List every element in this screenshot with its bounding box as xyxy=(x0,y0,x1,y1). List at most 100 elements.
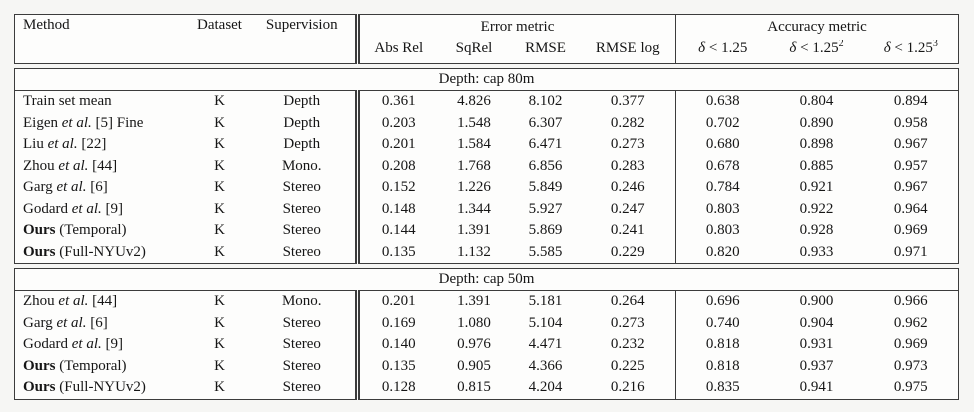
error-value: 5.927 xyxy=(528,200,563,217)
error-value: 0.225 xyxy=(610,357,645,374)
accuracy-value: 0.638 xyxy=(675,90,770,113)
accuracy-value: 0.941 xyxy=(799,379,834,396)
group-header-accuracy-metric: Accuracy metric xyxy=(675,14,959,40)
error-value: 0.283 xyxy=(610,157,645,174)
accuracy-value: 0.784 xyxy=(675,177,770,199)
dataset-cell: K xyxy=(214,179,225,196)
error-value: 6.471 xyxy=(528,136,563,153)
method-text: Ours xyxy=(23,379,56,396)
accuracy-value: 0.933 xyxy=(799,243,834,260)
method-text: Ours xyxy=(23,357,56,374)
supervision-cell: Mono. xyxy=(281,157,322,174)
error-value: 0.135 xyxy=(355,355,438,377)
error-value: 4.366 xyxy=(528,357,563,374)
error-value: 0.201 xyxy=(355,290,438,313)
method-text: et al. xyxy=(71,200,102,217)
error-value: 4.826 xyxy=(457,93,491,110)
error-value: 1.391 xyxy=(457,222,491,239)
error-value: 0.241 xyxy=(610,222,645,239)
method-text: [44] xyxy=(88,293,118,310)
method-cell: Zhou et al. [44] xyxy=(15,156,191,178)
accuracy-value: 0.890 xyxy=(799,114,834,131)
method-text: (Temporal) xyxy=(55,357,127,374)
section-band: Depth: cap 50m xyxy=(14,268,959,291)
column-header-rmse: RMSE xyxy=(525,40,566,56)
dataset-cell: K xyxy=(214,222,225,239)
supervision-cell: Depth xyxy=(283,114,321,131)
accuracy-value: 0.680 xyxy=(675,134,770,156)
supervision-cell: Stereo xyxy=(282,357,321,374)
table-section-2: Depth: cap 50m Zhou et al. [44] K Mono. 0.20… xyxy=(14,268,960,400)
method-text: [22] xyxy=(77,136,107,153)
error-value: 0.144 xyxy=(355,220,438,242)
error-value: 5.104 xyxy=(528,314,563,331)
method-cell: Garg et al. [6] xyxy=(15,313,191,335)
method-text: Godard xyxy=(23,336,72,353)
delta-symbol: δ xyxy=(698,40,706,56)
accuracy-value: 0.973 xyxy=(893,357,928,374)
section-title: Depth: cap 80m xyxy=(14,68,959,91)
accuracy-value: 0.900 xyxy=(799,293,834,310)
method-text: Eigen xyxy=(23,114,62,131)
method-cell: Ours (Temporal) xyxy=(15,356,191,378)
error-value: 4.204 xyxy=(528,379,563,396)
supervision-cell: Stereo xyxy=(282,336,321,353)
method-text: et al. xyxy=(58,293,89,310)
method-text: Train set mean xyxy=(23,93,112,110)
accuracy-value: 0.922 xyxy=(799,200,834,217)
dataset-cell: K xyxy=(214,136,225,153)
table-row: Garg et al. [6] K Stereo 0.169 1.080 5.104 0.2… xyxy=(15,312,959,335)
accuracy-value: 0.885 xyxy=(799,157,834,174)
error-value: 0.273 xyxy=(610,314,645,331)
table-row: Zhou et al. [44] K Mono. 0.208 1.768 6.856 0.2… xyxy=(15,155,959,178)
column-header-delta-threshold-1: δ < 1.25 xyxy=(675,40,770,64)
accuracy-value: 0.966 xyxy=(893,293,928,310)
error-value: 0.229 xyxy=(610,243,645,260)
table-row: Ours (Temporal) K Stereo 0.135 0.905 4.366 0.2… xyxy=(15,355,959,378)
accuracy-value: 0.898 xyxy=(799,136,834,153)
error-value: 5.585 xyxy=(528,243,563,260)
error-value: 0.264 xyxy=(610,293,645,310)
accuracy-value: 0.975 xyxy=(893,379,928,396)
delta-symbol: δ xyxy=(883,40,891,56)
method-text: [6] xyxy=(86,179,108,196)
column-header-delta-threshold-3: δ < 1.253 xyxy=(883,40,938,56)
accuracy-value: 0.740 xyxy=(675,312,770,334)
error-value: 1.226 xyxy=(457,179,491,196)
method-text: [5] Fine xyxy=(91,114,144,131)
method-text: (Full-NYUv2) xyxy=(55,243,146,260)
dataset-cell: K xyxy=(214,200,225,217)
table-row: Liu et al. [22] K Depth 0.201 1.584 6.471 0.27… xyxy=(15,134,959,156)
error-value: 0.361 xyxy=(355,90,438,113)
error-value: 0.216 xyxy=(610,379,645,396)
method-text: Liu xyxy=(23,136,48,153)
method-cell: Ours (Full-NYUv2) xyxy=(15,242,191,264)
error-value: 0.140 xyxy=(355,334,438,356)
accuracy-value: 0.803 xyxy=(675,220,770,242)
error-value: 0.282 xyxy=(610,114,645,131)
error-value: 0.377 xyxy=(610,93,645,110)
dataset-cell: K xyxy=(214,357,225,374)
accuracy-value: 0.818 xyxy=(675,334,770,356)
error-value: 0.815 xyxy=(457,379,491,396)
error-value: 0.201 xyxy=(355,134,438,156)
accuracy-value: 0.957 xyxy=(893,157,928,174)
accuracy-value: 0.971 xyxy=(893,243,928,260)
method-text: Ours xyxy=(23,222,56,239)
method-text: et al. xyxy=(47,136,78,153)
dataset-cell: K xyxy=(214,336,225,353)
method-cell: Eigen et al. [5] Fine xyxy=(15,113,191,135)
accuracy-value: 0.678 xyxy=(675,155,770,177)
delta-symbol: δ xyxy=(789,40,797,56)
error-value: 1.391 xyxy=(457,293,491,310)
error-value: 1.132 xyxy=(457,243,491,260)
column-header-delta-threshold-2: δ < 1.252 xyxy=(789,40,844,56)
method-text: Zhou xyxy=(23,157,59,174)
column-header-rmse-log: RMSE log xyxy=(595,40,660,56)
supervision-cell: Stereo xyxy=(282,314,321,331)
error-value: 1.344 xyxy=(457,200,491,217)
method-cell: Ours (Full-NYUv2) xyxy=(15,377,191,399)
method-text: et al. xyxy=(56,179,87,196)
accuracy-value: 0.835 xyxy=(675,377,770,399)
error-value: 0.135 xyxy=(355,241,438,264)
